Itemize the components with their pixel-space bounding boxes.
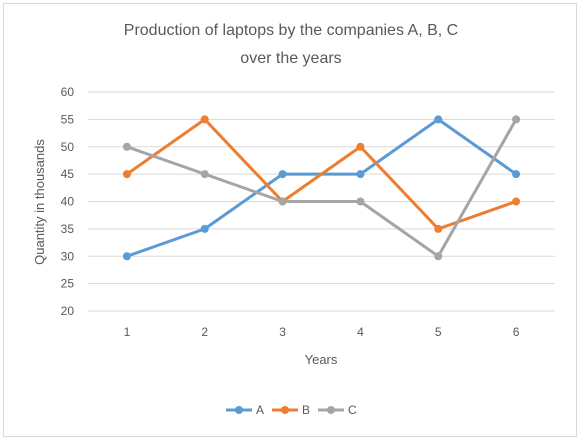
y-tick-label: 60 [61, 85, 75, 99]
y-tick-label: 25 [61, 277, 75, 291]
data-point-C-4 [356, 197, 365, 206]
x-tick-label: 1 [124, 325, 131, 339]
legend-label-C: C [348, 403, 357, 417]
data-point-C-3 [278, 197, 287, 206]
legend: A B C [226, 403, 357, 417]
series-line-C [125, 117, 518, 258]
y-tick-label: 20 [61, 304, 75, 318]
legend-marker-A [235, 406, 243, 414]
y-axis-title: Quantity in thousands [32, 139, 47, 265]
legend-label-B: B [302, 403, 310, 417]
data-point-B-5 [434, 224, 443, 233]
y-tick-label: 55 [61, 112, 75, 126]
x-axis-title: Years [305, 352, 338, 367]
data-point-A-3 [278, 170, 287, 179]
y-axis-ticks: 20 25 30 35 40 45 50 55 60 [61, 85, 75, 318]
chart-title-line-1: Production of laptops by the companies A… [124, 22, 458, 39]
data-point-B-1 [122, 170, 131, 179]
series-line-A [125, 117, 518, 258]
legend-marker-C [327, 406, 335, 414]
data-point-A-4 [356, 170, 365, 179]
data-point-C-1 [122, 142, 131, 151]
data-point-B-6 [512, 197, 521, 206]
data-point-A-1 [122, 252, 131, 261]
data-point-A-6 [512, 170, 521, 179]
x-tick-label: 4 [357, 325, 364, 339]
series-lines [122, 115, 521, 261]
legend-label-A: A [256, 403, 264, 417]
chart-frame [3, 3, 577, 437]
data-point-C-5 [434, 252, 443, 261]
data-point-C-2 [200, 170, 209, 179]
y-tick-label: 30 [61, 249, 75, 263]
data-point-B-4 [356, 142, 365, 151]
x-tick-label: 5 [435, 325, 442, 339]
data-point-C-6 [512, 115, 521, 124]
y-tick-label: 40 [61, 195, 75, 209]
x-tick-label: 6 [513, 325, 520, 339]
chart-title-line-2: over the years [240, 50, 341, 67]
legend-marker-B [281, 406, 289, 414]
y-tick-label: 50 [61, 140, 75, 154]
data-point-B-2 [200, 115, 209, 124]
data-point-A-5 [434, 115, 443, 124]
x-tick-label: 3 [279, 325, 286, 339]
x-tick-label: 2 [201, 325, 208, 339]
data-point-A-2 [200, 224, 209, 233]
y-tick-label: 35 [61, 222, 75, 236]
y-tick-label: 45 [61, 167, 75, 181]
series-line-B [125, 117, 518, 231]
x-axis-ticks: 1 2 3 4 5 6 [124, 325, 520, 339]
